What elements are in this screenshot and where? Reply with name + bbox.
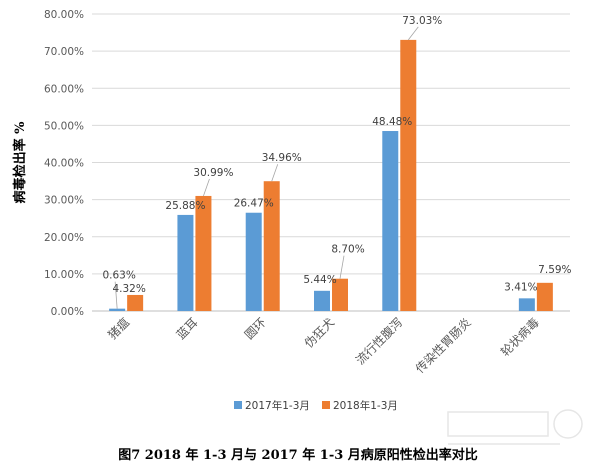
y-tick-label: 80.00% <box>44 9 84 21</box>
data-label: 26.47% <box>234 198 274 210</box>
legend-label: 2017年1-3月 <box>245 399 310 412</box>
x-category-label: 轮状病毒 <box>497 315 542 360</box>
bar-2018 <box>536 282 553 311</box>
bar-2017 <box>314 290 330 311</box>
bar-2018 <box>127 294 144 311</box>
data-label: 25.88% <box>165 200 205 212</box>
x-category-label: 圆环 <box>242 315 269 342</box>
legend-label: 2018年1-3月 <box>333 399 398 412</box>
data-label: 5.44% <box>303 274 336 286</box>
data-label-leader <box>339 255 345 279</box>
data-label: 73.03% <box>402 15 442 27</box>
x-category-label: 伪狂犬 <box>302 315 337 350</box>
data-label-leader <box>407 26 419 41</box>
data-label: 48.48% <box>372 116 412 128</box>
y-tick-label: 10.00% <box>44 269 84 281</box>
data-label-leader <box>114 281 118 309</box>
y-tick-label: 0.00% <box>51 306 84 318</box>
x-category-label: 猪瘟 <box>105 315 133 343</box>
y-tick-label: 50.00% <box>44 120 84 132</box>
bar-2017 <box>245 212 262 311</box>
data-label-leader <box>203 178 210 197</box>
x-category-label: 蓝耳 <box>174 315 201 342</box>
data-label: 0.63% <box>102 270 135 282</box>
y-tick-label: 30.00% <box>44 195 84 207</box>
bar-2018 <box>400 39 417 311</box>
data-label: 7.59% <box>538 264 571 276</box>
bar-2018 <box>263 181 280 311</box>
bar-2017 <box>382 131 399 311</box>
watermark-logo <box>447 409 583 445</box>
data-label: 30.99% <box>193 167 233 179</box>
x-category-label: 传染性胃肠炎 <box>412 315 474 377</box>
bar-2017 <box>109 308 126 311</box>
y-tick-label: 60.00% <box>44 83 84 95</box>
data-label: 3.41% <box>504 281 537 293</box>
data-label: 8.70% <box>331 244 364 256</box>
bar-2017 <box>177 214 194 311</box>
bar-2018 <box>195 195 212 311</box>
legend-swatch-2017 <box>234 401 242 409</box>
bar-2018 <box>332 278 348 311</box>
y-tick-label: 40.00% <box>44 158 84 170</box>
legend-swatch-2018 <box>322 401 330 409</box>
bar-2017 <box>518 298 535 311</box>
data-label: 34.96% <box>262 152 302 164</box>
data-label: 4.32% <box>112 283 145 295</box>
y-tick-label: 20.00% <box>44 232 84 244</box>
figure-caption: 图7 2018 年 1-3 月与 2017 年 1-3 月病原阳性检出率对比 <box>118 448 478 463</box>
data-label-leader <box>271 164 279 182</box>
y-tick-label: 70.00% <box>44 46 84 58</box>
x-category-label: 流行性腹泻 <box>353 315 405 367</box>
chart-svg: 0.00% 10.00% 20.00% 30.00% 40.00% 50.00% 60.00… <box>12 9 572 412</box>
y-axis-title: 病毒检出率 % <box>12 121 28 204</box>
